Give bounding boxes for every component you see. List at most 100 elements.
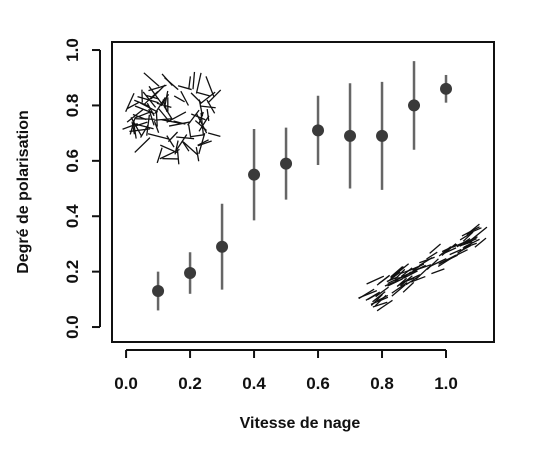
fish bbox=[441, 243, 457, 256]
fish bbox=[197, 139, 209, 146]
fish bbox=[358, 289, 378, 299]
fish bbox=[391, 284, 406, 297]
fish bbox=[188, 124, 192, 138]
fish bbox=[190, 92, 202, 104]
fish bbox=[148, 108, 155, 126]
y-axis-label: Degré de polarisation bbox=[15, 110, 32, 274]
fish bbox=[195, 72, 202, 94]
fish bbox=[394, 268, 406, 280]
y-tick-label: 0.2 bbox=[63, 260, 82, 284]
point bbox=[216, 240, 229, 253]
fish bbox=[401, 270, 417, 278]
fish bbox=[145, 94, 160, 100]
fish bbox=[428, 258, 447, 268]
fish bbox=[412, 262, 425, 272]
x-tick-label: 0.8 bbox=[370, 374, 394, 393]
fish bbox=[135, 118, 155, 120]
fish bbox=[370, 293, 383, 307]
fish bbox=[419, 256, 435, 264]
point bbox=[152, 285, 165, 298]
fish bbox=[471, 226, 488, 240]
point bbox=[440, 82, 453, 95]
fish bbox=[463, 238, 480, 248]
fish bbox=[188, 76, 192, 89]
fish bbox=[161, 119, 181, 125]
fish bbox=[134, 99, 150, 107]
fish bbox=[197, 140, 212, 147]
fish bbox=[387, 276, 402, 284]
point bbox=[280, 157, 293, 170]
fish bbox=[413, 264, 432, 272]
fish bbox=[459, 231, 474, 241]
fish bbox=[129, 128, 151, 133]
fish bbox=[134, 105, 155, 115]
fish bbox=[415, 266, 430, 280]
fish bbox=[206, 108, 210, 122]
fish bbox=[182, 141, 199, 156]
fish bbox=[166, 111, 187, 123]
x-tick-label: 0.4 bbox=[242, 374, 266, 393]
fish bbox=[154, 96, 166, 114]
fish bbox=[207, 89, 222, 104]
fish bbox=[126, 108, 145, 123]
y-tick-label: 0.6 bbox=[63, 149, 82, 173]
fish bbox=[455, 249, 468, 256]
fish bbox=[429, 243, 441, 254]
fish bbox=[122, 122, 138, 130]
y-tick-label: 0.4 bbox=[63, 204, 82, 228]
fish bbox=[131, 121, 136, 135]
fish bbox=[146, 114, 151, 136]
fish bbox=[192, 71, 196, 90]
fish bbox=[166, 135, 175, 148]
fish bbox=[372, 291, 386, 303]
fish bbox=[155, 111, 158, 127]
point bbox=[408, 99, 421, 112]
fish bbox=[199, 105, 216, 109]
fish bbox=[146, 102, 155, 117]
fish bbox=[187, 109, 200, 126]
fish bbox=[372, 301, 388, 308]
point bbox=[376, 129, 389, 142]
fish bbox=[126, 101, 140, 110]
fish bbox=[390, 266, 405, 278]
fish bbox=[175, 134, 188, 151]
point bbox=[344, 129, 357, 142]
fish bbox=[456, 238, 471, 248]
fish bbox=[190, 134, 205, 138]
fish bbox=[376, 294, 389, 302]
fish bbox=[206, 99, 216, 114]
fish bbox=[196, 91, 210, 97]
fish bbox=[168, 121, 191, 127]
fish bbox=[153, 120, 160, 133]
fish-illustrations bbox=[122, 71, 488, 312]
fish bbox=[156, 147, 163, 164]
fish bbox=[198, 132, 206, 155]
point bbox=[184, 267, 197, 280]
fish bbox=[147, 133, 169, 140]
fish bbox=[366, 275, 385, 285]
fish bbox=[160, 93, 170, 107]
fish bbox=[391, 281, 408, 294]
fish bbox=[410, 275, 426, 283]
fish bbox=[134, 121, 148, 127]
fish bbox=[199, 91, 216, 105]
fish bbox=[399, 275, 413, 287]
fish bbox=[176, 136, 195, 140]
x-axis-label: Vitesse de nage bbox=[240, 415, 361, 432]
fish bbox=[137, 96, 159, 104]
fish bbox=[402, 281, 415, 293]
fish bbox=[444, 247, 457, 254]
fish bbox=[387, 278, 403, 287]
y-tick-label: 0.0 bbox=[63, 315, 82, 339]
fish bbox=[426, 251, 438, 260]
point bbox=[248, 168, 261, 181]
fish bbox=[156, 102, 172, 108]
fish bbox=[449, 248, 462, 256]
fish bbox=[474, 237, 487, 248]
fish bbox=[207, 132, 221, 137]
fish bbox=[438, 246, 452, 257]
fish bbox=[125, 92, 135, 113]
fish bbox=[376, 299, 393, 312]
fish bbox=[191, 113, 206, 121]
plot-frame bbox=[111, 41, 495, 343]
